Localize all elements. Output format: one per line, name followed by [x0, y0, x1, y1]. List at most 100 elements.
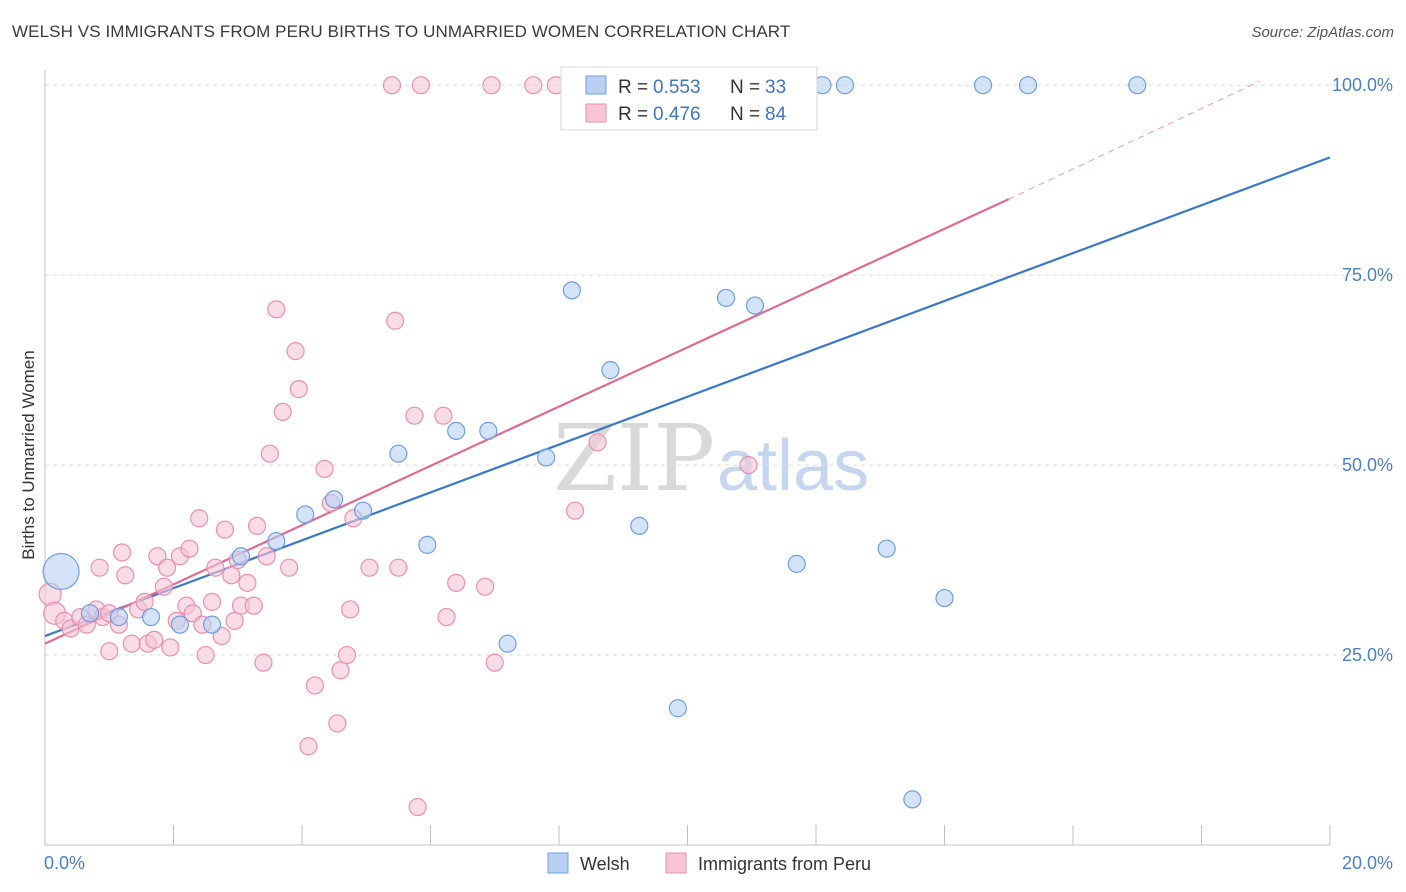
peru-trend-line	[44, 198, 1010, 645]
peru-point-28	[190, 509, 209, 528]
peru-point-40	[244, 596, 263, 615]
peru-point-66	[434, 406, 453, 425]
peru-point-18	[145, 630, 164, 649]
legend-welsh-r-value: 0.553	[653, 77, 701, 98]
data-points	[38, 76, 1147, 817]
bottom-legend-welsh-label: Welsh	[580, 854, 630, 874]
legend-welsh-swatch	[585, 75, 607, 95]
peru-point-16	[135, 592, 154, 611]
y-tick-label-1: 50.0%	[1342, 455, 1393, 475]
peru-point-71	[485, 653, 504, 672]
peru-point-48	[286, 342, 305, 361]
welsh-point-8	[296, 505, 315, 524]
peru-point-60	[382, 76, 402, 95]
welsh-point-26	[835, 76, 855, 95]
peru-point-44	[260, 444, 279, 463]
welsh-point-32	[1128, 76, 1147, 95]
peru-point-65	[411, 76, 430, 95]
peru-point-10	[100, 642, 119, 661]
peru-point-64	[408, 797, 427, 817]
welsh-point-9	[325, 490, 344, 509]
peru-point-76	[739, 455, 758, 475]
peru-point-54	[328, 714, 347, 733]
peru-point-74	[565, 501, 585, 520]
axes	[44, 70, 1331, 846]
x-tick-label-1: 20.0%	[1342, 853, 1393, 873]
bottom-legend-welsh-swatch	[547, 852, 569, 874]
bottom-legend-peru-label: Immigrants from Peru	[698, 854, 871, 874]
welsh-point-14	[479, 421, 498, 441]
peru-point-72	[524, 76, 543, 95]
legend-peru-r-value: 0.476	[653, 104, 701, 125]
welsh-point-3	[141, 607, 161, 627]
peru-trend-extension	[1008, 80, 1260, 200]
legend-peru-r-label: R =	[618, 104, 648, 125]
welsh-point-0	[42, 552, 80, 591]
chart-title: WELSH VS IMMIGRANTS FROM PERU BIRTHS TO …	[12, 22, 791, 41]
bottom-legend-peru-swatch	[665, 852, 687, 874]
peru-point-57	[341, 600, 360, 619]
peru-point-46	[273, 402, 292, 422]
welsh-point-17	[562, 281, 581, 300]
peru-point-67	[437, 607, 456, 627]
welsh-point-22	[716, 288, 736, 308]
welsh-point-1	[80, 604, 100, 623]
peru-point-62	[389, 558, 408, 577]
welsh-point-16	[537, 448, 556, 467]
legend-welsh-r-label: R =	[618, 77, 648, 98]
legend-peru-n-value: 84	[765, 104, 787, 125]
peru-point-43	[257, 547, 276, 566]
peru-point-22	[161, 638, 180, 657]
legend-peru-n-label: N =	[730, 104, 760, 125]
welsh-point-5	[202, 615, 222, 634]
peru-point-21	[157, 558, 177, 577]
legend-welsh-n-label: N =	[730, 77, 760, 98]
peru-point-27	[180, 539, 199, 558]
peru-point-12	[112, 543, 132, 562]
peru-point-61	[386, 311, 405, 330]
bottom-legend: Welsh Immigrants from Peru	[547, 852, 871, 874]
x-tick-label-0: 0.0%	[44, 853, 85, 873]
welsh-point-28	[903, 790, 922, 809]
peru-point-47	[280, 558, 299, 577]
legend-peru-swatch	[585, 103, 607, 123]
welsh-point-29	[935, 588, 954, 608]
welsh-point-6	[231, 547, 251, 566]
welsh-point-15	[498, 634, 517, 653]
welsh-point-7	[267, 531, 286, 551]
welsh-point-11	[389, 444, 408, 463]
peru-point-45	[267, 300, 286, 319]
peru-point-50	[299, 737, 318, 756]
peru-point-70	[476, 577, 495, 596]
peru-point-34	[215, 520, 234, 539]
peru-point-31	[202, 592, 222, 611]
peru-point-36	[225, 611, 244, 630]
watermark-zip: ZIP	[553, 405, 715, 512]
welsh-point-31	[1018, 76, 1038, 95]
peru-point-39	[238, 573, 257, 592]
peru-point-59	[360, 558, 379, 577]
watermark: ZIP atlas	[553, 405, 869, 512]
y-tick-label-0: 25.0%	[1342, 645, 1393, 665]
peru-point-20	[154, 577, 173, 596]
peru-point-52	[315, 459, 334, 478]
grid-lines	[45, 84, 1352, 656]
peru-point-35	[222, 566, 241, 585]
welsh-point-4	[170, 615, 190, 634]
welsh-point-12	[418, 535, 437, 554]
peru-point-63	[405, 406, 424, 425]
welsh-point-18	[601, 361, 620, 380]
peru-point-14	[122, 634, 141, 653]
y-tick-label-3: 100.0%	[1332, 75, 1393, 95]
peru-point-41	[247, 516, 267, 535]
peru-point-13	[116, 566, 135, 585]
peru-point-49	[289, 380, 308, 399]
welsh-point-13	[447, 421, 466, 441]
welsh-point-10	[353, 501, 373, 520]
peru-point-9	[90, 558, 109, 577]
legend: R = 0.553 N = 33 R = 0.476 N = 84	[560, 66, 818, 131]
welsh-point-2	[109, 607, 128, 627]
source-credit: Source: ZipAtlas.com	[1251, 24, 1394, 41]
peru-point-68	[447, 573, 466, 592]
